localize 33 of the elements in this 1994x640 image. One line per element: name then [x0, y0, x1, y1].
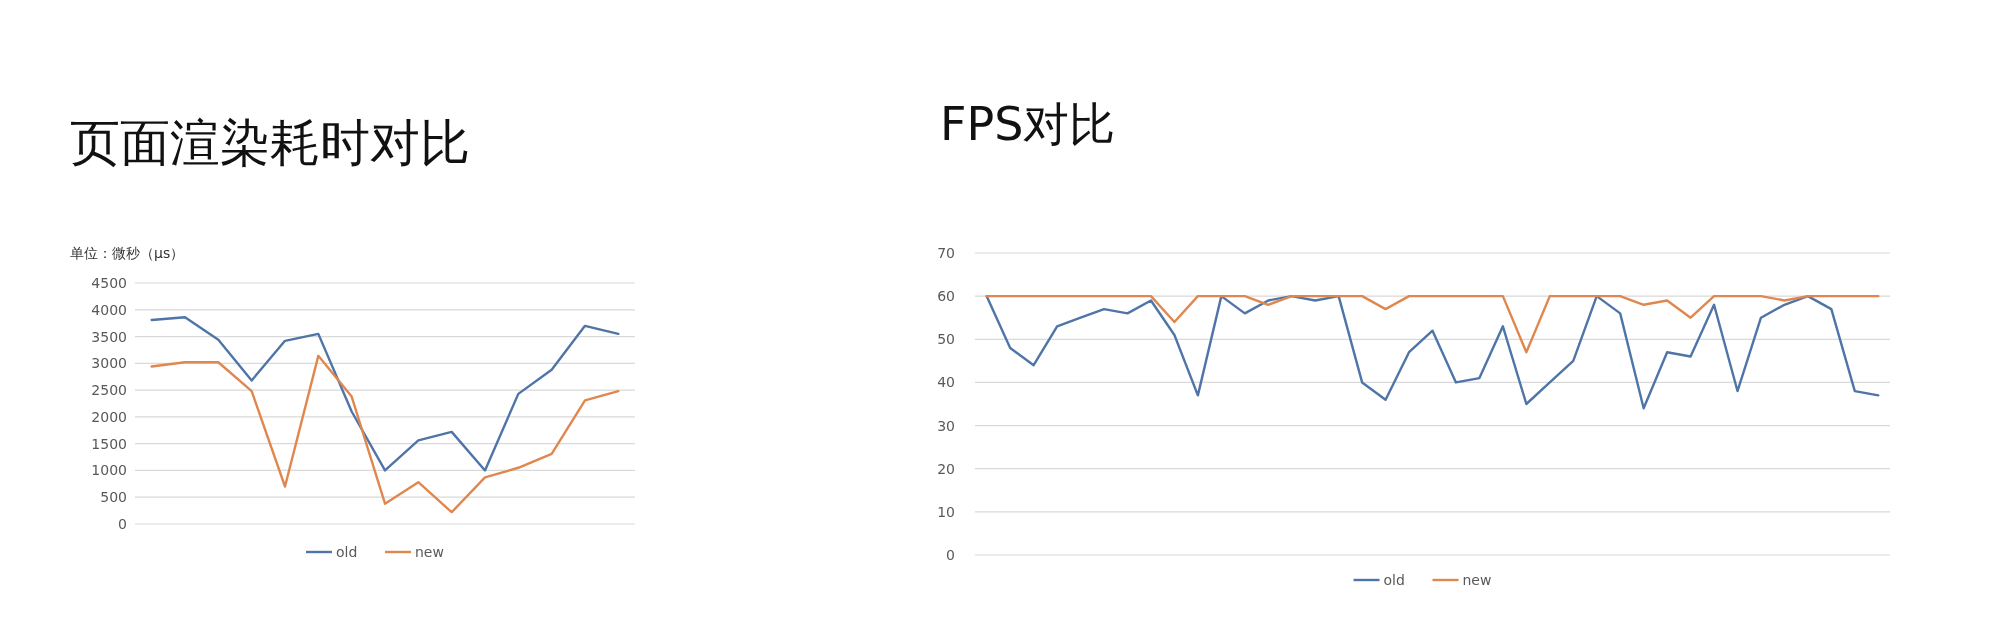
- y-tick-label: 0: [118, 516, 127, 532]
- legend-label: new: [415, 544, 444, 560]
- y-tick-label: 2000: [91, 408, 127, 425]
- y-tick-label: 500: [100, 489, 127, 506]
- y-tick-label: 60: [937, 288, 955, 305]
- legend-item: old: [1353, 572, 1405, 588]
- chart-title: FPS对比: [940, 97, 1116, 151]
- y-tick-label: 20: [937, 460, 955, 477]
- chart-title: 页面渲染耗时对比: [70, 114, 470, 172]
- y-tick-label: 2500: [91, 382, 127, 399]
- line-series: [985, 294, 1880, 354]
- legend-label: old: [1383, 572, 1405, 588]
- y-tick-label: 1000: [91, 462, 127, 479]
- y-tick-label: 10: [937, 503, 955, 520]
- line-series: [985, 294, 1880, 410]
- line-series: [150, 316, 620, 472]
- line-series: [150, 354, 620, 514]
- y-axis-title: 单位：微秒（μs）: [70, 245, 185, 261]
- legend-item: old: [306, 544, 358, 560]
- y-tick-label: 3500: [91, 328, 127, 345]
- legend-item: new: [1432, 572, 1492, 588]
- legend-label: new: [1462, 572, 1492, 588]
- y-tick-label: 70: [937, 245, 955, 261]
- y-tick-label: 4000: [91, 301, 127, 318]
- y-tick-label: 4500: [91, 275, 127, 291]
- y-tick-label: 50: [937, 331, 955, 348]
- y-tick-label: 1500: [91, 435, 127, 452]
- y-tick-label: 40: [937, 374, 955, 391]
- legend-item: new: [385, 544, 444, 560]
- y-tick-label: 30: [937, 417, 955, 434]
- y-tick-label: 0: [946, 547, 955, 563]
- legend-label: old: [336, 544, 358, 560]
- y-tick-label: 3000: [91, 355, 127, 372]
